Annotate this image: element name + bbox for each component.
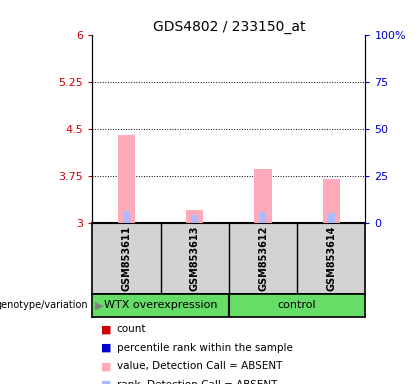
Text: rank, Detection Call = ABSENT: rank, Detection Call = ABSENT <box>117 380 277 384</box>
Text: ■: ■ <box>101 324 111 334</box>
Text: ■: ■ <box>101 361 111 371</box>
Text: control: control <box>278 300 316 310</box>
Text: GSM853612: GSM853612 <box>258 225 268 291</box>
Text: ■: ■ <box>101 380 111 384</box>
Text: WTX overexpression: WTX overexpression <box>104 300 218 310</box>
Bar <box>192 215 198 223</box>
Bar <box>328 214 335 223</box>
Text: GSM853613: GSM853613 <box>190 225 200 291</box>
Text: ▶: ▶ <box>94 300 103 310</box>
Text: value, Detection Call = ABSENT: value, Detection Call = ABSENT <box>117 361 282 371</box>
Bar <box>123 212 130 223</box>
Bar <box>186 210 203 223</box>
Text: genotype/variation: genotype/variation <box>0 300 88 310</box>
Bar <box>255 169 272 223</box>
Title: GDS4802 / 233150_at: GDS4802 / 233150_at <box>152 20 305 33</box>
Bar <box>260 212 266 223</box>
Text: ■: ■ <box>101 343 111 353</box>
Bar <box>323 179 340 223</box>
Text: count: count <box>117 324 146 334</box>
Bar <box>118 135 135 223</box>
Text: GSM853611: GSM853611 <box>121 225 131 291</box>
Text: GSM853614: GSM853614 <box>326 225 336 291</box>
Text: percentile rank within the sample: percentile rank within the sample <box>117 343 293 353</box>
